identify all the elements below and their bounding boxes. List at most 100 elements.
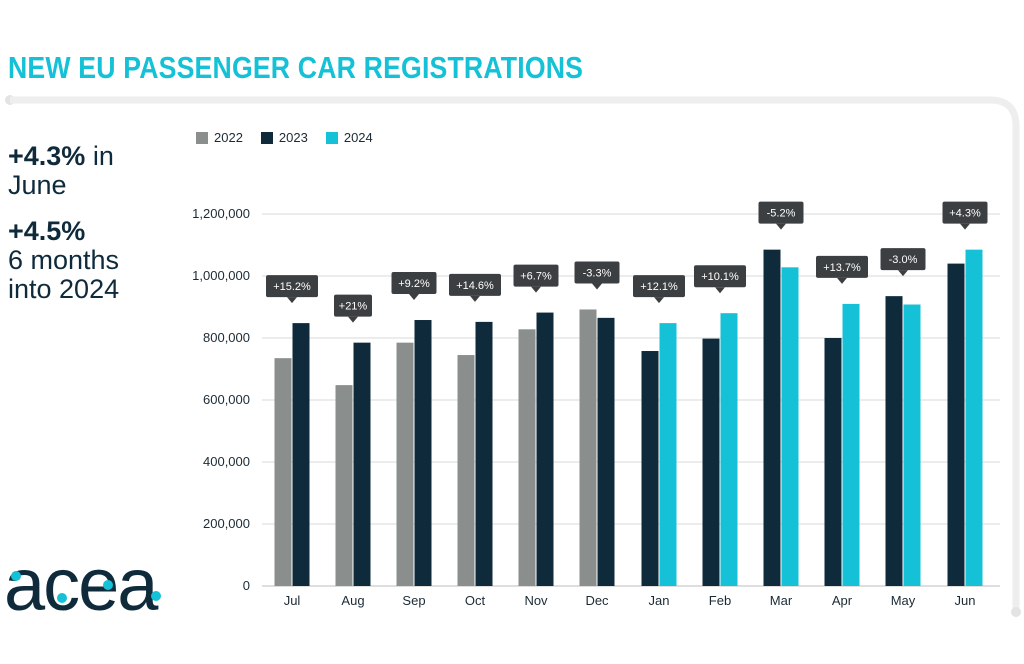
annotation-box	[574, 261, 620, 284]
annotation-box	[694, 265, 746, 288]
bar-2022-jul	[274, 358, 292, 586]
legend-swatch-2022	[196, 131, 208, 144]
bar-2022-dec	[579, 309, 597, 586]
annotation-label: +6.7%	[520, 271, 552, 283]
annotation-pointer	[531, 286, 541, 293]
bar-2023-aug	[353, 342, 371, 586]
y-tick-label: 600,000	[203, 392, 250, 407]
annotation-label: +4.3%	[949, 208, 981, 220]
x-tick-label: Jan	[649, 593, 670, 608]
chart-legend: 2022 2023 2024	[196, 130, 373, 145]
legend-item-2024: 2024	[325, 130, 373, 145]
bar-2023-oct	[475, 321, 493, 586]
logo-wordmark: acea	[4, 548, 159, 626]
annotation-pointer	[960, 223, 970, 230]
y-tick-label: 800,000	[203, 330, 250, 345]
annotation-box	[758, 201, 804, 224]
legend-swatch-2024	[325, 131, 338, 144]
stat-june-label: June	[8, 170, 67, 200]
bar-2023-apr	[824, 338, 842, 586]
legend-label-2024: 2024	[343, 130, 373, 145]
acea-logo: acea	[4, 548, 161, 626]
bar-2022-aug	[335, 385, 353, 586]
annotation-label: +21%	[339, 301, 368, 313]
bar-2023-jul	[292, 323, 310, 586]
y-tick-label: 200,000	[203, 516, 250, 531]
bar-2024-may	[903, 304, 921, 586]
x-tick-label: Nov	[524, 593, 548, 608]
stat-ytd-label-1: 6 months	[8, 245, 120, 275]
bar-2023-jun	[947, 263, 965, 586]
legend-item-2022: 2022	[196, 130, 243, 145]
x-tick-label: Apr	[832, 593, 853, 608]
page-title: NEW EU PASSENGER CAR REGISTRATIONS	[8, 50, 584, 85]
stat-ytd-value: +4.5%	[8, 216, 86, 246]
bar-2022-nov	[518, 329, 536, 586]
x-tick-label: Oct	[465, 593, 486, 608]
bar-2022-oct	[457, 355, 475, 586]
annotation-pointer	[470, 295, 480, 302]
x-tick-label: May	[891, 593, 916, 608]
annotation-label: +15.2%	[273, 281, 311, 293]
bar-2022-sep	[396, 342, 414, 586]
annotation-pointer	[898, 270, 908, 277]
legend-label-2022: 2022	[214, 130, 243, 145]
legend-item-2023: 2023	[260, 130, 308, 145]
annotation-label: +12.1%	[640, 281, 678, 293]
stat-june-suffix: in	[85, 141, 114, 171]
annotation-box	[266, 275, 318, 298]
bar-2023-sep	[414, 320, 432, 586]
bar-2024-jun	[965, 249, 983, 586]
annotation-pointer	[654, 297, 664, 304]
bar-2024-apr	[842, 303, 860, 586]
annotation-pointer	[287, 297, 297, 304]
annotation-box	[942, 201, 988, 224]
annotation-pointer	[837, 277, 847, 284]
y-tick-label: 1,200,000	[192, 206, 250, 221]
bar-2023-may	[885, 296, 903, 586]
x-tick-label: Sep	[402, 593, 425, 608]
annotation-label: -3.0%	[889, 254, 918, 266]
annotation-box	[633, 275, 685, 298]
x-tick-label: Feb	[709, 593, 731, 608]
annotation-box	[334, 294, 372, 317]
annotation-pointer	[409, 294, 419, 301]
x-tick-label: Jul	[284, 593, 301, 608]
x-tick-label: Aug	[341, 593, 364, 608]
annotation-label: +14.6%	[456, 280, 494, 292]
legend-swatch-2023	[260, 131, 273, 144]
y-tick-label: 1,000,000	[192, 268, 250, 283]
annotation-label: +9.2%	[398, 278, 430, 290]
stat-ytd-label-2: into 2024	[8, 274, 120, 304]
bar-2023-nov	[536, 312, 554, 586]
stat-ytd: +4.5% 6 months into 2024	[8, 217, 188, 304]
annotation-pointer	[715, 287, 725, 294]
annotation-label: -3.3%	[583, 267, 612, 279]
annotation-label: -5.2%	[767, 208, 796, 220]
bar-2023-feb	[702, 338, 720, 586]
x-tick-label: Mar	[770, 593, 793, 608]
annotation-label: +13.7%	[823, 262, 861, 274]
annotation-pointer	[592, 283, 602, 290]
annotation-pointer	[348, 316, 358, 323]
annotation-box	[816, 255, 868, 278]
annotation-box	[449, 273, 501, 296]
y-tick-label: 400,000	[203, 454, 250, 469]
bar-2024-feb	[720, 313, 738, 586]
stat-june: +4.3% in June	[8, 142, 188, 200]
stat-june-value: +4.3%	[8, 141, 86, 171]
bar-2023-mar	[763, 249, 781, 586]
annotation-label: +10.1%	[701, 271, 739, 283]
bar-2024-jan	[659, 323, 677, 586]
annotation-pointer	[776, 223, 786, 230]
bar-2023-jan	[641, 351, 659, 586]
x-tick-label: Dec	[585, 593, 609, 608]
annotation-box	[391, 272, 437, 295]
annotation-box	[880, 248, 926, 271]
summary-stats: +4.3% in June +4.5% 6 months into 2024	[8, 142, 188, 321]
legend-label-2023: 2023	[278, 130, 308, 145]
y-tick-label: 0	[243, 578, 250, 593]
x-tick-label: Jun	[955, 593, 976, 608]
annotation-box	[513, 264, 559, 287]
